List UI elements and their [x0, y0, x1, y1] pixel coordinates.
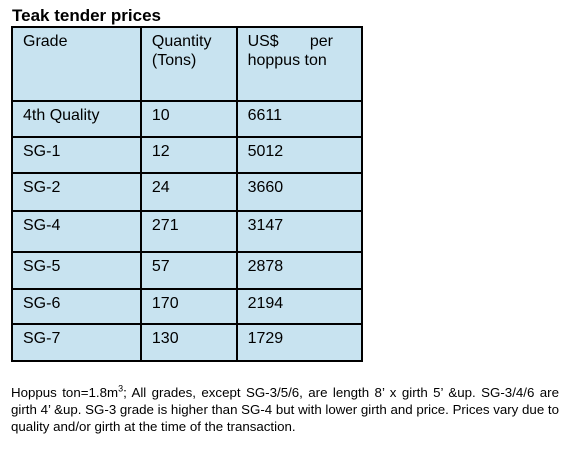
cell: 3660 — [235, 172, 364, 212]
footnote: Hoppus ton=1.8m3; All grades, except SG-… — [11, 384, 559, 435]
table-row: SG-2 24 3660 — [11, 172, 364, 212]
table-row: 4th Quality 10 6611 — [11, 100, 364, 138]
cell: SG-2 — [11, 172, 142, 212]
cell: 130 — [139, 323, 238, 362]
cell: SG-6 — [11, 288, 142, 325]
table-row: SG-7 130 1729 — [11, 323, 364, 362]
cell: 4th Quality — [11, 100, 142, 138]
header-cell: Quantity (Tons) — [139, 26, 238, 102]
table-row: SG-4 271 3147 — [11, 210, 364, 253]
cell: 57 — [139, 251, 238, 290]
cell: 12 — [139, 136, 238, 174]
cell: SG-5 — [11, 251, 142, 290]
price-table: Grade Quantity (Tons) US$ per hoppus ton 4t… — [11, 26, 364, 362]
header-cell: Grade — [11, 26, 142, 102]
cell: 5012 — [235, 136, 364, 174]
table-row: SG-1 12 5012 — [11, 136, 364, 174]
cell: 2194 — [235, 288, 364, 325]
header-cell: US$ per hoppus ton — [235, 26, 364, 102]
cell: 3147 — [235, 210, 364, 253]
cell: 1729 — [235, 323, 364, 362]
header-row: Grade Quantity (Tons) US$ per hoppus ton — [11, 26, 364, 102]
cell: SG-7 — [11, 323, 142, 362]
cell: 6611 — [235, 100, 364, 138]
cell: 10 — [139, 100, 238, 138]
footnote-text: ; All grades, except SG-3/5/6, are lengt… — [11, 385, 559, 434]
table-row: SG-6 170 2194 — [11, 288, 364, 325]
footnote-superscript: 3 — [118, 383, 124, 394]
cell: 24 — [139, 172, 238, 212]
cell: 170 — [139, 288, 238, 325]
title: Teak tender prices — [12, 6, 161, 25]
cell: SG-1 — [11, 136, 142, 174]
cell: 2878 — [235, 251, 364, 290]
cell: SG-4 — [11, 210, 142, 253]
footnote-text: Hoppus ton=1.8m — [11, 385, 119, 400]
table-row: SG-5 57 2878 — [11, 251, 364, 290]
cell: 271 — [139, 210, 238, 253]
